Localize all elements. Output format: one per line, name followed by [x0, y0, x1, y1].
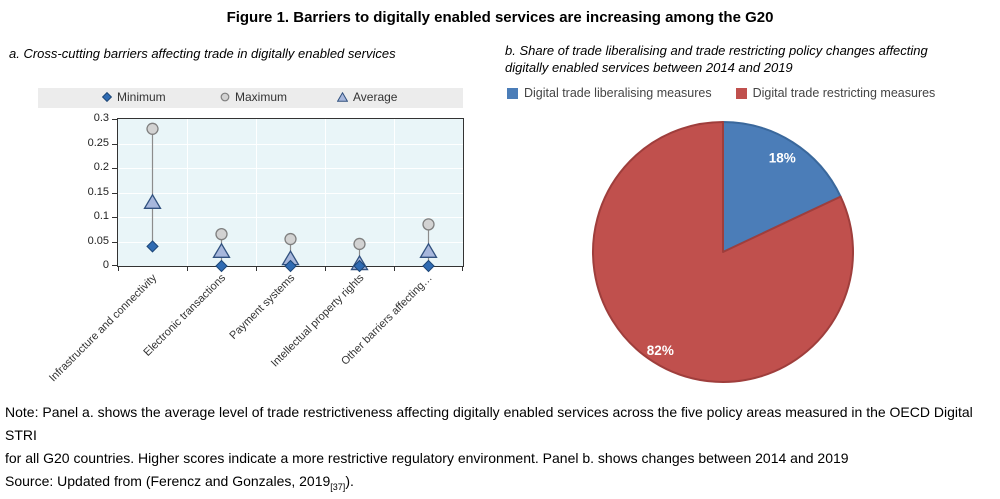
marker-minimum-1 [215, 259, 228, 273]
source-line: Source: Updated from (Ferencz and Gonzal… [5, 470, 1000, 499]
figure-title: Figure 1. Barriers to digitally enabled … [226, 9, 774, 26]
x-tick [118, 267, 119, 271]
y-tick [112, 192, 118, 194]
marker-maximum-4 [422, 218, 435, 231]
marker-minimum-4 [422, 259, 435, 273]
y-axis-label: 0.1 [93, 210, 109, 222]
source-citation-ref: [37] [330, 481, 346, 492]
legend-label-liberalising: Digital trade liberalising measures [524, 86, 712, 100]
y-axis-label: 0.05 [87, 234, 109, 247]
y-tick [112, 143, 118, 145]
legend-item-restricting: Digital trade restricting measures [735, 86, 936, 100]
panel-a-legend: Minimum Maximum Average [38, 88, 463, 108]
maximum-circle-icon [220, 92, 230, 102]
marker-minimum-3 [353, 259, 366, 273]
restricting-swatch-icon [735, 87, 747, 99]
legend-label-restricting: Digital trade restricting measures [752, 86, 936, 100]
legend-item-minimum: Minimum [102, 90, 166, 104]
marker-maximum-1 [215, 228, 228, 241]
panel-b-title: b. Share of trade liberalising and trade… [505, 42, 977, 76]
marker-minimum-2 [284, 259, 297, 273]
y-axis-label: 0.25 [87, 136, 109, 149]
note-line2: for all G20 countries. Higher scores ind… [5, 450, 849, 466]
panel-b-legend: Digital trade liberalising measures Digi… [507, 86, 935, 100]
marker-average-2 [281, 249, 300, 266]
y-tick [112, 217, 118, 218]
pie-canvas: 18% 82% [592, 121, 854, 383]
y-tick [112, 241, 118, 243]
x-tick [256, 267, 257, 271]
average-triangle-icon [337, 92, 348, 102]
gridline [118, 192, 463, 194]
pie-chart: 18% 82% [583, 112, 863, 392]
x-tick [187, 267, 188, 271]
gridline [118, 217, 463, 218]
hi-lo-markers-canvas [143, 122, 438, 273]
figure-note: Note: Panel a. shows the average level o… [5, 401, 1000, 499]
marker-maximum-2 [284, 232, 297, 246]
note-line1: Note: Panel a. shows the average level o… [5, 404, 973, 443]
marker-average-0 [143, 193, 162, 209]
x-tick [325, 267, 326, 271]
x-axis-label: Infrastructure and connectivity [46, 272, 159, 385]
y-tick [112, 168, 118, 169]
pie-slice-1 [592, 121, 854, 383]
x-tick [394, 267, 395, 271]
legend-item-liberalising: Digital trade liberalising measures [507, 86, 712, 100]
x-tick [462, 267, 463, 271]
legend-label-minimum: Minimum [117, 90, 166, 104]
gridline [187, 119, 188, 266]
marker-maximum-0 [146, 122, 159, 135]
legend-item-average: Average [337, 90, 397, 104]
liberalising-swatch-icon [507, 87, 518, 99]
y-axis-label: 0 [102, 259, 109, 271]
gridline [118, 168, 463, 169]
marker-average-4 [419, 242, 438, 258]
pie-label-1: 82% [647, 343, 674, 358]
gridline [118, 143, 463, 145]
panel-a-plot-area: 0 0.05 0.1 0.15 0.2 0.25 0.3 Infrastruct… [47, 112, 464, 384]
y-axis-label: 0.15 [87, 185, 109, 198]
source-suffix: ). [345, 473, 354, 489]
gridline [118, 241, 463, 243]
y-axis-label: 0.3 [93, 112, 109, 124]
legend-label-maximum: Maximum [235, 90, 288, 104]
legend-label-average: Average [353, 90, 398, 104]
gridline [325, 119, 326, 266]
y-tick [112, 265, 118, 266]
gridline [256, 119, 257, 266]
source-text: Source: Updated from (Ferencz and Gonzal… [5, 473, 331, 489]
pie-label-0: 18% [769, 151, 796, 166]
marker-minimum-0 [146, 240, 159, 253]
panel-a-title: a. Cross-cutting barriers affecting trad… [9, 46, 396, 61]
panel-b-title-line1: b. Share of trade liberalising and trade… [505, 43, 928, 58]
y-axis-label: 0.2 [93, 161, 109, 173]
marker-average-3 [350, 254, 369, 271]
panel-b-title-line2: digitally enabled services between 2014 … [505, 60, 793, 75]
legend-item-maximum: Maximum [220, 90, 287, 104]
x-axis-label: Payment systems [227, 272, 297, 342]
marker-maximum-3 [353, 237, 366, 251]
gridline [394, 119, 395, 266]
pie-slice-0 [722, 121, 842, 253]
marker-average-1 [212, 242, 231, 258]
minimum-diamond-icon [102, 92, 112, 102]
y-tick [112, 119, 118, 120]
